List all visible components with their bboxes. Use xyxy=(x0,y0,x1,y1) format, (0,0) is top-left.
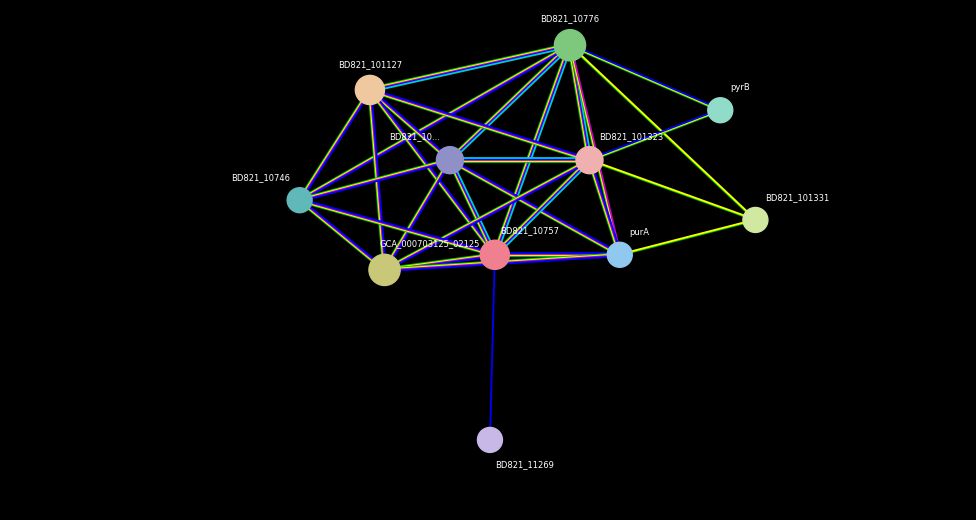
Text: GCA_000703125_02125: GCA_000703125_02125 xyxy=(380,239,480,248)
Ellipse shape xyxy=(554,30,586,61)
Text: BD821_101331: BD821_101331 xyxy=(765,193,830,202)
Text: BD821_10...: BD821_10... xyxy=(389,132,440,141)
Ellipse shape xyxy=(708,98,733,123)
Text: BD821_11269: BD821_11269 xyxy=(495,460,553,469)
Text: BD821_10757: BD821_10757 xyxy=(500,226,558,235)
Ellipse shape xyxy=(576,147,603,174)
Text: BD821_101127: BD821_101127 xyxy=(338,60,402,69)
Text: purA: purA xyxy=(630,228,649,237)
Ellipse shape xyxy=(607,242,632,267)
Ellipse shape xyxy=(743,207,768,232)
Ellipse shape xyxy=(355,75,385,105)
Ellipse shape xyxy=(287,188,312,213)
Text: pyrB: pyrB xyxy=(730,83,750,92)
Ellipse shape xyxy=(369,254,400,285)
Ellipse shape xyxy=(480,240,509,269)
Ellipse shape xyxy=(436,147,464,174)
Ellipse shape xyxy=(477,427,503,452)
Text: BD821_101323: BD821_101323 xyxy=(599,132,664,141)
Text: BD821_10746: BD821_10746 xyxy=(231,173,290,182)
Text: BD821_10776: BD821_10776 xyxy=(541,15,599,23)
